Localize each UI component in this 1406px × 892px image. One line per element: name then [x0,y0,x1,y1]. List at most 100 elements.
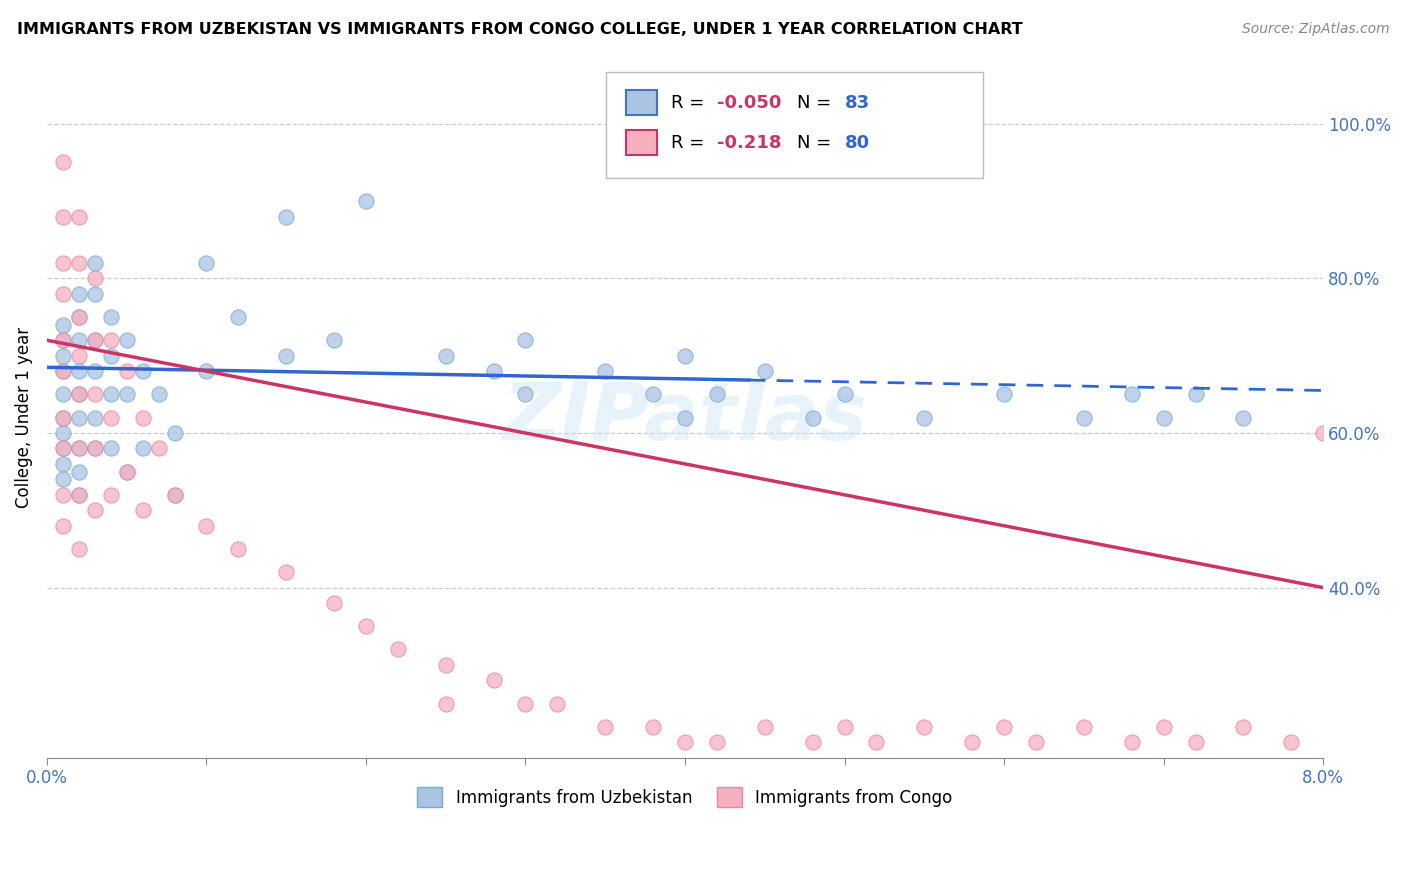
Point [1184,735,1206,749]
Point [131,503,153,517]
Point [912,720,935,734]
Text: R =: R = [671,94,710,112]
Point [546,697,568,711]
Point [276,349,298,363]
Y-axis label: College, Under 1 year: College, Under 1 year [15,327,32,508]
Point [52,410,75,425]
Point [83,364,105,378]
Point [67,310,90,324]
Point [100,410,122,425]
Point [323,596,346,610]
Text: ZIPatlas: ZIPatlas [502,378,868,457]
Point [593,720,616,734]
Point [83,333,105,347]
Point [163,488,186,502]
Point [67,410,90,425]
Point [706,735,728,749]
Point [1073,720,1095,734]
Point [67,256,90,270]
Point [387,642,409,657]
Point [482,673,505,688]
Point [52,410,75,425]
Text: -0.050: -0.050 [717,94,782,112]
Point [83,387,105,401]
Point [83,442,105,456]
Point [52,155,75,169]
Point [1121,387,1143,401]
Point [148,387,170,401]
Point [131,364,153,378]
Point [83,410,105,425]
Point [52,442,75,456]
Point [115,465,138,479]
Point [228,541,250,556]
Point [434,349,457,363]
Point [1153,410,1175,425]
Point [67,364,90,378]
Point [67,387,90,401]
Point [67,387,90,401]
Text: N =: N = [797,134,837,152]
Point [801,735,824,749]
Point [52,256,75,270]
Point [434,697,457,711]
Point [434,657,457,672]
Point [67,541,90,556]
Point [115,465,138,479]
Point [1073,410,1095,425]
Point [83,271,105,285]
Point [52,364,75,378]
Point [643,387,665,401]
Point [754,364,776,378]
Point [115,333,138,347]
Point [67,333,90,347]
Point [83,503,105,517]
Point [1121,735,1143,749]
Text: R =: R = [671,134,710,152]
Point [52,457,75,471]
Point [67,488,90,502]
Point [52,333,75,347]
Point [52,318,75,332]
Point [993,387,1015,401]
Point [801,410,824,425]
Point [276,210,298,224]
Point [100,349,122,363]
Point [52,442,75,456]
Point [673,349,696,363]
Point [100,442,122,456]
Point [115,364,138,378]
Point [52,349,75,363]
Point [993,720,1015,734]
Point [195,518,218,533]
Point [100,488,122,502]
Point [67,442,90,456]
Point [1232,720,1254,734]
Point [52,286,75,301]
Point [515,333,537,347]
Point [228,310,250,324]
Point [67,349,90,363]
Point [276,565,298,579]
Point [673,735,696,749]
Point [115,387,138,401]
Point [1025,735,1047,749]
Point [52,387,75,401]
Point [195,256,218,270]
Text: IMMIGRANTS FROM UZBEKISTAN VS IMMIGRANTS FROM CONGO COLLEGE, UNDER 1 YEAR CORREL: IMMIGRANTS FROM UZBEKISTAN VS IMMIGRANTS… [17,22,1022,37]
Point [52,488,75,502]
Point [83,333,105,347]
Point [52,333,75,347]
Point [131,442,153,456]
Point [83,442,105,456]
Point [100,333,122,347]
Point [163,488,186,502]
Point [912,410,935,425]
Point [354,619,377,633]
Point [1184,387,1206,401]
Point [834,720,856,734]
Text: -0.218: -0.218 [717,134,782,152]
Point [195,364,218,378]
Point [52,364,75,378]
Point [100,310,122,324]
